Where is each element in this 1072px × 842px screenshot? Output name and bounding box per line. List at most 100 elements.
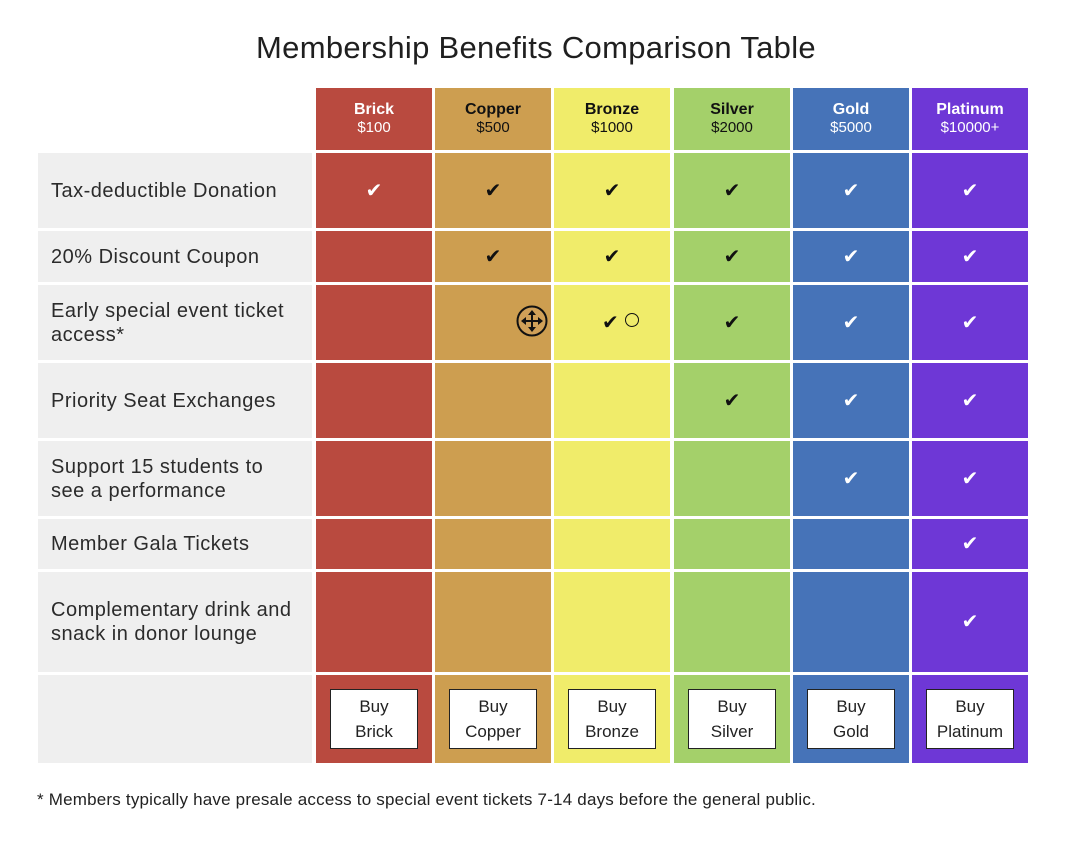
tier-header-copper: Copper $500: [435, 88, 551, 150]
benefit-cell-bronze: [554, 441, 670, 516]
benefit-cell-brick: ✔: [316, 153, 432, 228]
tier-price: $1000: [591, 119, 633, 136]
benefit-cell-bronze: ✔: [554, 285, 670, 360]
benefit-cell-platinum: ✔: [912, 519, 1028, 569]
checkmark-icon: ✔: [842, 179, 860, 202]
tier-price: $5000: [830, 119, 872, 136]
drag-handle-icon[interactable]: [625, 313, 639, 327]
checkmark-icon: ✔: [961, 245, 979, 268]
benefit-label-text: 20% Discount Coupon: [51, 245, 260, 268]
benefit-cell-gold: ✔: [793, 153, 909, 228]
benefit-cell-silver: ✔: [674, 363, 790, 438]
checkmark-icon: ✔: [961, 611, 979, 633]
benefit-label: Support 15 students to see a performance: [38, 441, 312, 516]
checkmark-icon: ✔: [961, 467, 979, 490]
tier-header-platinum: Platinum $10000+: [912, 88, 1028, 150]
checkmark-icon: ✔: [723, 245, 741, 268]
benefit-cell-copper: [435, 519, 551, 569]
buy-cell-bronze: Buy Bronze: [554, 675, 670, 763]
tier-name: Copper: [465, 101, 521, 118]
benefit-label: Tax-deductible Donation: [38, 153, 312, 228]
benefit-label: Member Gala Tickets: [38, 519, 312, 569]
benefit-cell-silver: ✔: [674, 153, 790, 228]
buy-cell-gold: Buy Gold: [793, 675, 909, 763]
tier-price: $10000+: [940, 119, 1000, 136]
buy-cell-silver: Buy Silver: [674, 675, 790, 763]
benefit-label-text: Early special event ticket access*: [51, 299, 285, 346]
benefit-cell-gold: [793, 572, 909, 672]
benefit-cell-platinum: ✔: [912, 231, 1028, 282]
checkmark-icon: ✔: [961, 533, 979, 555]
buy-cell-platinum: Buy Platinum: [912, 675, 1028, 763]
buy-bronze-button[interactable]: Buy Bronze: [568, 689, 656, 749]
benefit-cell-platinum: ✔: [912, 285, 1028, 360]
benefit-cell-brick: [316, 285, 432, 360]
checkmark-icon: ✔: [961, 389, 979, 412]
benefit-label-text: Tax-deductible Donation: [51, 179, 278, 202]
tier-name: Platinum: [936, 101, 1004, 118]
checkmark-icon: ✔: [603, 245, 621, 268]
benefit-cell-gold: ✔: [793, 285, 909, 360]
tier-price: $100: [357, 119, 391, 136]
tier-name: Brick: [353, 101, 395, 118]
checkmark-icon: ✔: [842, 389, 860, 412]
benefit-cell-copper: [435, 363, 551, 438]
checkmark-icon: ✔: [484, 245, 502, 268]
benefit-cell-platinum: ✔: [912, 441, 1028, 516]
checkmark-icon: ✔: [842, 245, 860, 268]
tier-name: Gold: [832, 101, 870, 118]
buy-brick-button[interactable]: Buy Brick: [330, 689, 418, 749]
benefit-cell-bronze: [554, 519, 670, 569]
tier-header-bronze: Bronze $1000: [554, 88, 670, 150]
benefit-label: Complementary drink and snack in donor l…: [38, 572, 312, 672]
benefit-cell-bronze: ✔: [554, 153, 670, 228]
benefit-label: Early special event ticket access*: [38, 285, 312, 360]
benefit-cell-copper: [435, 572, 551, 672]
benefit-cell-brick: [316, 519, 432, 569]
benefit-cell-bronze: [554, 572, 670, 672]
benefit-cell-gold: ✔: [793, 363, 909, 438]
benefit-cell-silver: [674, 441, 790, 516]
buy-row-label: [38, 675, 312, 763]
benefit-cell-silver: ✔: [674, 285, 790, 360]
benefit-cell-gold: ✔: [793, 441, 909, 516]
benefit-label: Priority Seat Exchanges: [38, 363, 312, 438]
tier-price: $2000: [711, 119, 753, 136]
benefit-cell-platinum: ✔: [912, 153, 1028, 228]
buy-copper-button[interactable]: Buy Copper: [449, 689, 537, 749]
benefit-cell-brick: [316, 231, 432, 282]
tier-header-silver: Silver $2000: [674, 88, 790, 150]
buy-cell-brick: Buy Brick: [316, 675, 432, 763]
benefit-cell-brick: [316, 572, 432, 672]
benefit-label-text: Complementary drink and snack in donor l…: [51, 599, 292, 645]
benefit-cell-bronze: ✔: [554, 231, 670, 282]
buy-cell-copper: Buy Copper: [435, 675, 551, 763]
benefit-cell-silver: [674, 572, 790, 672]
buy-silver-button[interactable]: Buy Silver: [688, 689, 776, 749]
checkmark-icon: ✔: [723, 389, 741, 412]
benefit-cell-platinum: ✔: [912, 363, 1028, 438]
checkmark-icon: ✔: [961, 311, 979, 334]
benefit-label-text: Priority Seat Exchanges: [51, 389, 276, 412]
tier-name: Silver: [710, 101, 754, 118]
tier-price: $500: [476, 119, 510, 136]
benefit-cell-bronze: [554, 363, 670, 438]
checkmark-icon: ✔: [603, 179, 621, 202]
checkmark-icon: ✔: [842, 467, 860, 490]
benefit-cell-gold: ✔: [793, 231, 909, 282]
footnote: * Members typically have presale access …: [37, 790, 816, 809]
benefit-label-text: Member Gala Tickets: [51, 533, 250, 555]
move-cursor-icon: [516, 305, 548, 337]
tier-name: Bronze: [584, 101, 640, 118]
checkmark-icon: ✔: [602, 311, 619, 334]
benefit-cell-platinum: ✔: [912, 572, 1028, 672]
benefit-cell-silver: ✔: [674, 231, 790, 282]
buy-platinum-button[interactable]: Buy Platinum: [926, 689, 1014, 749]
page-title: Membership Benefits Comparison Table: [256, 30, 816, 65]
buy-gold-button[interactable]: Buy Gold: [807, 689, 895, 749]
tier-header-brick: Brick $100: [316, 88, 432, 150]
checkmark-icon: ✔: [842, 311, 860, 334]
tier-header-gold: Gold $5000: [793, 88, 909, 150]
benefit-cell-copper: ✔: [435, 231, 551, 282]
benefit-cell-copper: [435, 441, 551, 516]
